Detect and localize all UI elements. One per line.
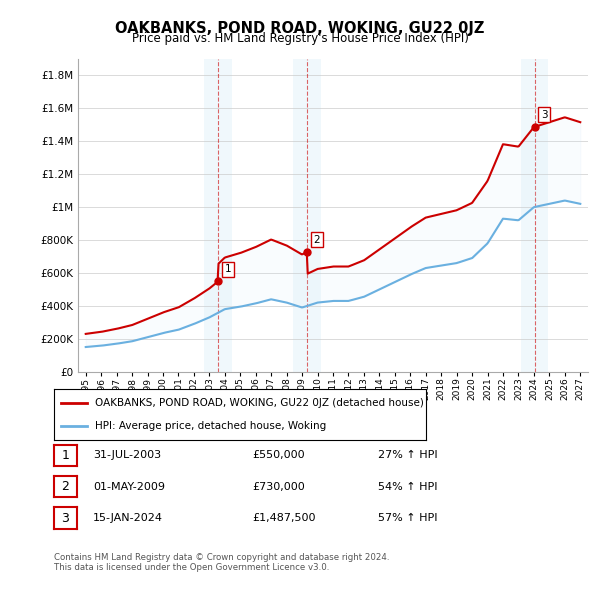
Text: Contains HM Land Registry data © Crown copyright and database right 2024.: Contains HM Land Registry data © Crown c…: [54, 553, 389, 562]
Text: 57% ↑ HPI: 57% ↑ HPI: [378, 513, 437, 523]
Text: 01-MAY-2009: 01-MAY-2009: [93, 482, 165, 491]
Text: Price paid vs. HM Land Registry's House Price Index (HPI): Price paid vs. HM Land Registry's House …: [131, 32, 469, 45]
Text: 1: 1: [224, 264, 231, 274]
Text: 27% ↑ HPI: 27% ↑ HPI: [378, 451, 437, 460]
Text: 15-JAN-2024: 15-JAN-2024: [93, 513, 163, 523]
Text: 31-JUL-2003: 31-JUL-2003: [93, 451, 161, 460]
Text: 2: 2: [61, 480, 70, 493]
Text: 2: 2: [313, 234, 320, 244]
Text: OAKBANKS, POND ROAD, WOKING, GU22 0JZ: OAKBANKS, POND ROAD, WOKING, GU22 0JZ: [115, 21, 485, 35]
Bar: [205, 59, 232, 372]
Text: £550,000: £550,000: [252, 451, 305, 460]
Text: HPI: Average price, detached house, Woking: HPI: Average price, detached house, Woki…: [95, 421, 326, 431]
Bar: [293, 59, 321, 372]
Text: £730,000: £730,000: [252, 482, 305, 491]
Text: 54% ↑ HPI: 54% ↑ HPI: [378, 482, 437, 491]
Text: OAKBANKS, POND ROAD, WOKING, GU22 0JZ (detached house): OAKBANKS, POND ROAD, WOKING, GU22 0JZ (d…: [95, 398, 424, 408]
Text: £1,487,500: £1,487,500: [252, 513, 316, 523]
Bar: [521, 59, 548, 372]
Text: This data is licensed under the Open Government Licence v3.0.: This data is licensed under the Open Gov…: [54, 563, 329, 572]
Text: 3: 3: [61, 512, 70, 525]
Text: 1: 1: [61, 449, 70, 462]
Text: 3: 3: [541, 110, 547, 120]
